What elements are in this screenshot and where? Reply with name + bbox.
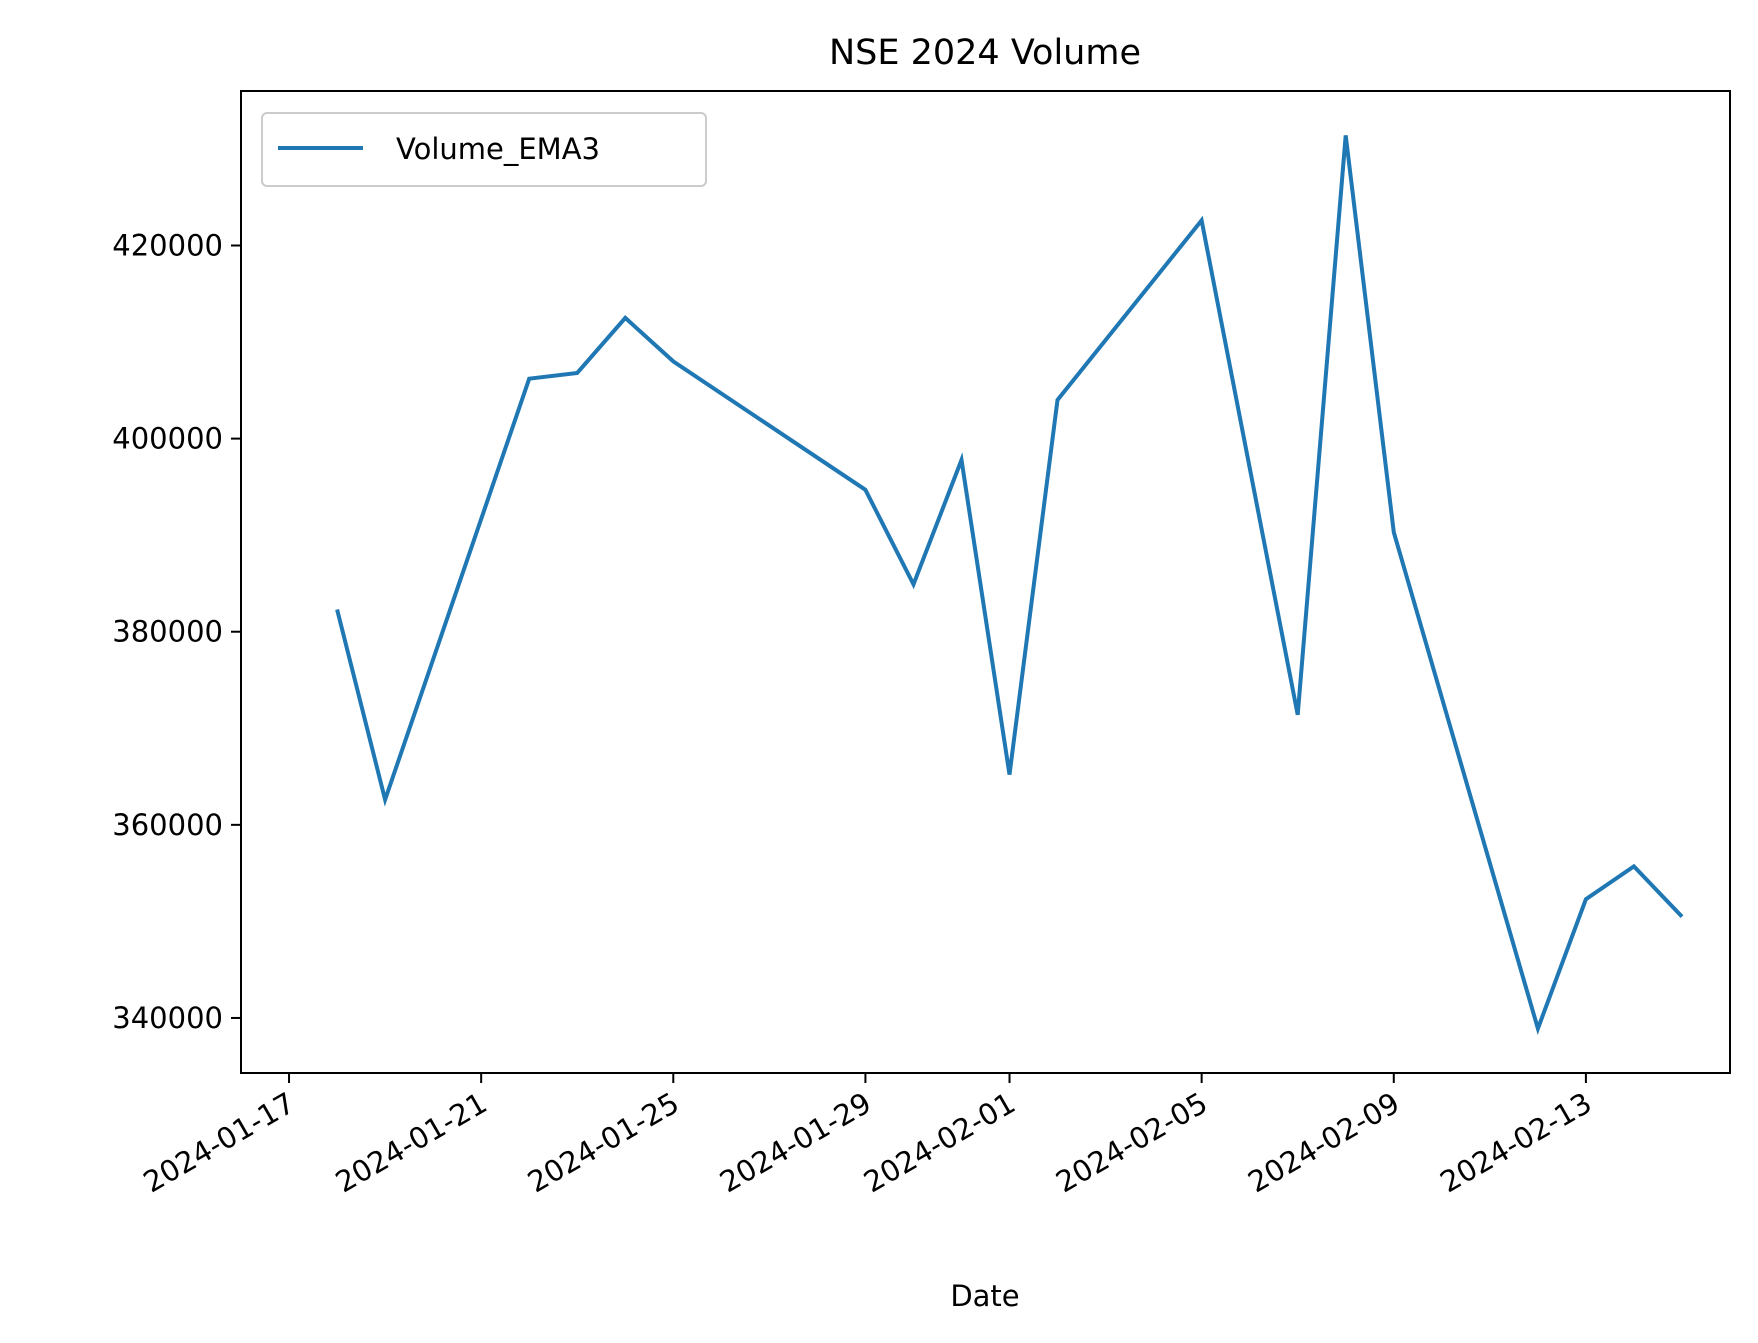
y-tick-label: 400000 [112, 422, 223, 456]
y-axis: 340000 360000 380000 400000 420000 [112, 228, 241, 1035]
y-tick-label: 380000 [112, 615, 223, 649]
legend-label: Volume_EMA3 [396, 132, 600, 166]
chart-title: NSE 2024 Volume [829, 33, 1141, 73]
legend-box [261, 112, 707, 187]
y-tick-label: 420000 [112, 228, 223, 262]
legend: Volume_EMA3 [261, 112, 707, 187]
series-line-volume-ema3 [335, 135, 1684, 1035]
plot-area-frame [240, 90, 1731, 1074]
line-layer [335, 135, 1684, 1035]
y-tick-label: 340000 [112, 1001, 223, 1035]
y-tick-label: 360000 [112, 808, 223, 842]
x-axis-label: Date [950, 1279, 1019, 1313]
